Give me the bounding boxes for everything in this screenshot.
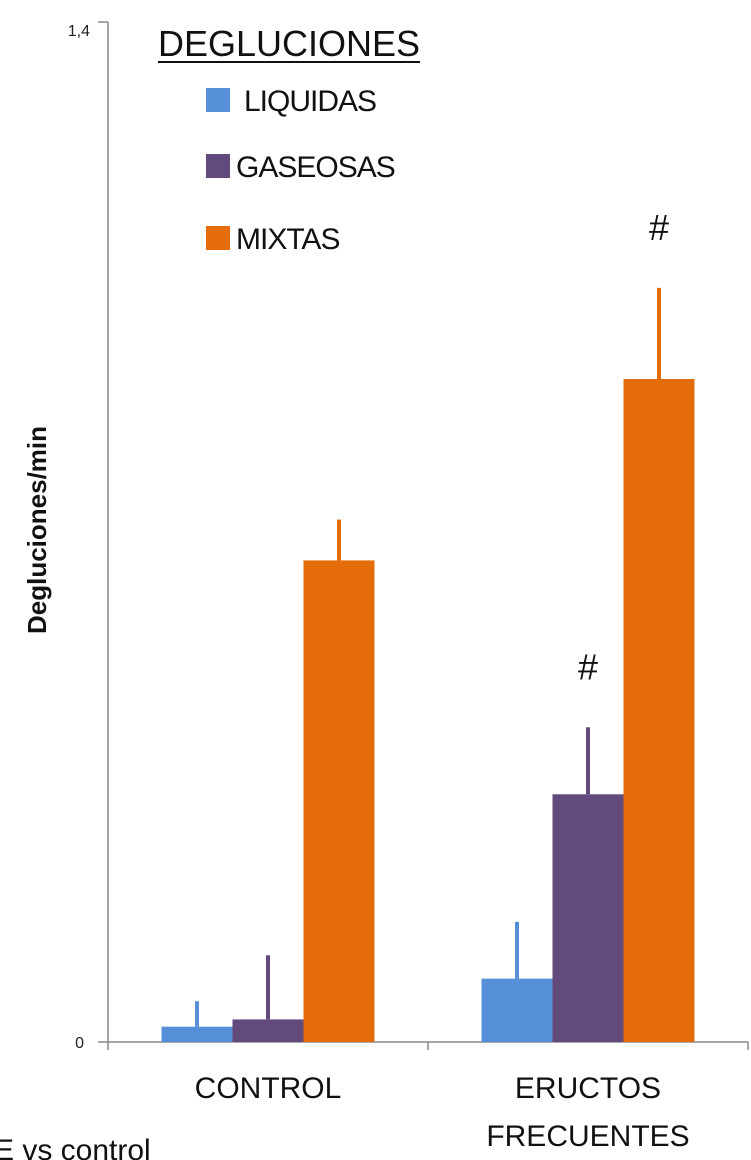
legend-title: DEGLUCIONES bbox=[158, 23, 420, 64]
significance-marker-0: # bbox=[578, 646, 598, 687]
bar-mixtas-0 bbox=[303, 560, 375, 1042]
legend-label-liquidas: LIQUIDAS bbox=[244, 85, 376, 118]
category-label-1: ERUCTOS FRECUENTES bbox=[486, 1072, 689, 1153]
y-axis-label: Degluciones/min bbox=[22, 426, 52, 634]
legend-swatch-gaseosas bbox=[206, 154, 230, 178]
y-tick-label-zero: 0 bbox=[75, 1035, 84, 1052]
legend: DEGLUCIONES LIQUIDAS GASEOSAS MIXTAS bbox=[158, 23, 421, 256]
legend-swatch-mixtas bbox=[206, 226, 230, 250]
bar-mixtas-1 bbox=[623, 379, 695, 1042]
footnote: E vs control bbox=[0, 1134, 151, 1160]
legend-swatch-liquidas bbox=[206, 88, 230, 112]
bar-gaseosas-0 bbox=[232, 1019, 304, 1042]
category-labels: CONTROL ERUCTOS FRECUENTES bbox=[195, 1072, 690, 1153]
y-tick-label-top: 1,4 bbox=[68, 23, 90, 40]
legend-label-mixtas: MIXTAS bbox=[236, 223, 339, 256]
significance-marker-1: # bbox=[649, 207, 669, 248]
bar-liquidas-1 bbox=[481, 978, 553, 1042]
category-label-0: CONTROL bbox=[195, 1072, 342, 1105]
legend-label-gaseosas: GASEOSAS bbox=[236, 151, 395, 184]
bar-liquidas-0 bbox=[161, 1026, 233, 1042]
bar-gaseosas-1 bbox=[552, 794, 624, 1042]
error-bars bbox=[195, 287, 661, 1027]
bars bbox=[161, 379, 695, 1042]
annotations: ## bbox=[578, 207, 669, 687]
